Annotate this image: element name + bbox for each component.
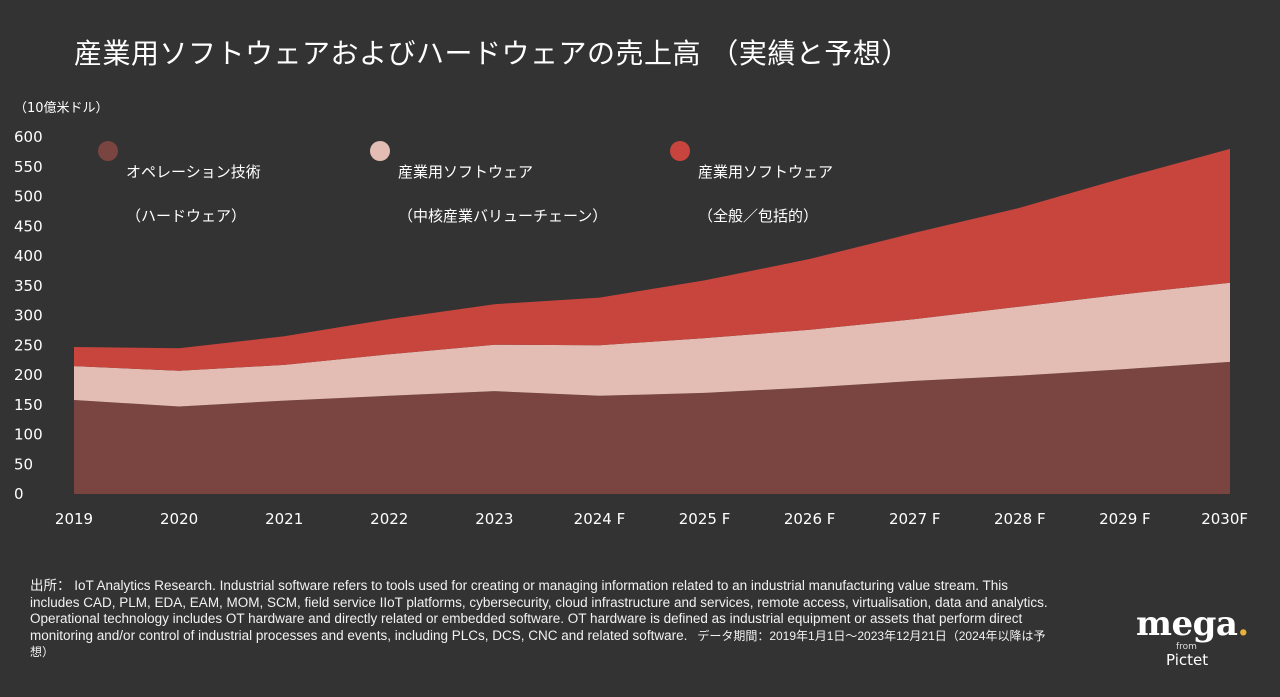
- legend-swatch-core-software: [370, 141, 390, 161]
- x-tick-label: 2030F: [1201, 510, 1248, 528]
- mega-pictet-logo: mega. from Pictet: [1136, 606, 1256, 668]
- x-tick-label: 2019: [55, 510, 93, 528]
- legend-label-core-software-line2: （中核産業バリューチェーン）: [398, 207, 608, 225]
- legend-label-general-software-line1: 産業用ソフトウェア: [698, 163, 834, 181]
- y-tick-label: 550: [14, 158, 43, 176]
- logo-wordmark: mega: [1136, 604, 1238, 644]
- y-tick-label: 350: [14, 277, 43, 295]
- x-tick-label: 2023: [475, 510, 513, 528]
- area-series-0: [74, 361, 1230, 494]
- legend-swatch-general-software: [670, 141, 690, 161]
- legend-label-general-software-line2: （全般／包括的）: [698, 207, 819, 225]
- y-tick-label: 600: [14, 128, 43, 146]
- y-tick-label: 100: [14, 426, 43, 444]
- legend-item-general-software: 産業用ソフトウェア （全般／包括的）: [670, 139, 833, 249]
- area-series-1: [74, 282, 1230, 407]
- legend-label-core-software-line1: 産業用ソフトウェア: [398, 163, 534, 181]
- y-axis-unit-label: （10億米ドル）: [14, 101, 109, 116]
- y-tick-label: 250: [14, 336, 43, 354]
- legend-item-core-software: 産業用ソフトウェア （中核産業バリューチェーン）: [370, 139, 607, 249]
- area-series-2: [74, 148, 1230, 371]
- y-tick-label: 50: [14, 455, 33, 473]
- x-tick-label: 2026 F: [784, 510, 836, 528]
- x-tick-label: 2028 F: [994, 510, 1046, 528]
- x-tick-label: 2022: [370, 510, 408, 528]
- y-tick-label: 450: [14, 217, 43, 235]
- y-tick-label: 150: [14, 396, 43, 414]
- x-tick-label: 2021: [265, 510, 303, 528]
- x-tick-label: 2025 F: [679, 510, 731, 528]
- y-tick-label: 200: [14, 366, 43, 384]
- logo-company-name: Pictet: [1166, 651, 1209, 669]
- x-tick-label: 2027 F: [889, 510, 941, 528]
- y-tick-label: 300: [14, 307, 43, 325]
- legend-item-ot-hardware: オペレーション技術 （ハードウェア）: [98, 139, 261, 249]
- legend-label-ot-hardware-line1: オペレーション技術: [126, 163, 261, 181]
- logo-from-label: from: [1176, 642, 1197, 652]
- x-tick-label: 2020: [160, 510, 198, 528]
- source-note: 出所： IoT Analytics Research. Industrial s…: [30, 578, 1050, 661]
- y-tick-label: 400: [14, 247, 43, 265]
- x-tick-label: 2024 F: [574, 510, 626, 528]
- y-tick-label: 500: [14, 188, 43, 206]
- x-tick-label: 2029 F: [1099, 510, 1151, 528]
- y-tick-label: 0: [14, 485, 24, 503]
- legend-swatch-ot-hardware: [98, 141, 118, 161]
- data-period-note: データ期間：2019年1月1日～2023年12月21日（2024年以降は予想）: [30, 628, 1046, 660]
- legend-label-ot-hardware-line2: （ハードウェア）: [126, 207, 247, 225]
- logo-dot: .: [1237, 604, 1249, 644]
- source-text: 出所： IoT Analytics Research. Industrial s…: [30, 578, 1048, 643]
- chart-title: 産業用ソフトウェアおよびハードウェアの売上高 （実績と予想）: [74, 37, 910, 70]
